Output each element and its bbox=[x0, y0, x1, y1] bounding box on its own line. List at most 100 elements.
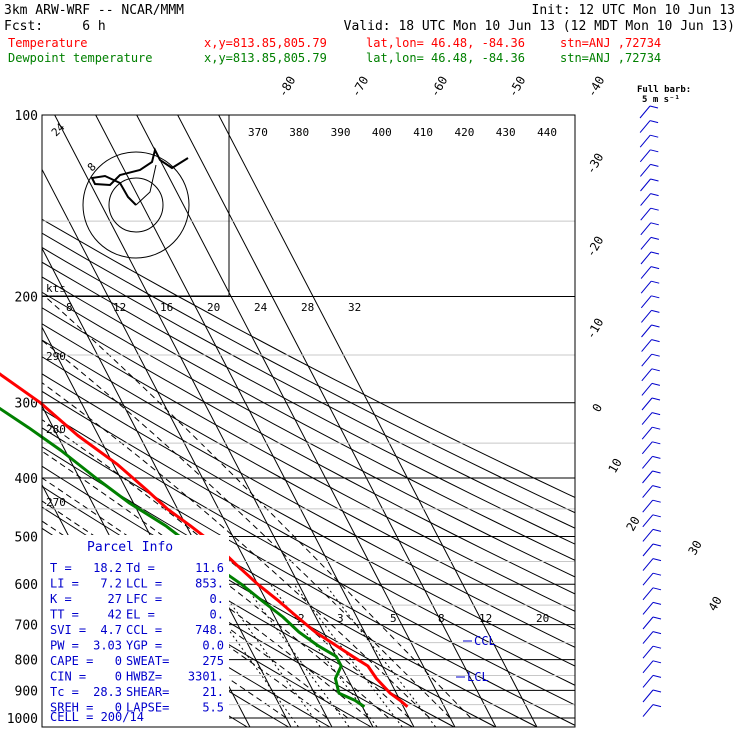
wind-barb-flag bbox=[652, 572, 662, 576]
wind-barb-staff bbox=[642, 675, 654, 688]
isotherm-label: 10 bbox=[605, 456, 624, 476]
wind-barb-flag bbox=[652, 470, 661, 474]
pressure-label-400: 400 bbox=[15, 472, 38, 487]
wind-barb-staff bbox=[641, 324, 652, 338]
wind-barb-flag bbox=[652, 631, 662, 635]
parcel-row-value2: 5.5 bbox=[202, 701, 224, 715]
wind-barb-staff bbox=[640, 266, 652, 279]
dry-adiabat bbox=[42, 291, 575, 578]
dry-adiabat bbox=[42, 408, 575, 706]
hodograph-ring-outer bbox=[82, 151, 190, 259]
parcel-row-value2: 0.0 bbox=[202, 639, 224, 653]
wind-barb-staff bbox=[642, 587, 654, 601]
wind-barb-staff bbox=[639, 134, 651, 148]
lcl-label: LCL bbox=[467, 670, 489, 684]
parcel-row-value: 7.2 bbox=[100, 577, 122, 591]
valid-time: Valid: 18 UTC Mon 10 Jun 13 (12 MDT Mon … bbox=[344, 19, 735, 34]
dry-adiabat bbox=[42, 307, 575, 595]
wind-barb-staff bbox=[640, 164, 651, 177]
wind-barb-staff bbox=[640, 222, 652, 236]
pressure-label-300: 300 bbox=[15, 397, 38, 412]
wind-barb-flag bbox=[651, 324, 660, 328]
isotherm-line bbox=[0, 115, 6, 731]
wind-barb-flag bbox=[652, 441, 661, 445]
theta-label: 370 bbox=[248, 126, 268, 139]
wind-barb-staff bbox=[642, 529, 654, 542]
theta-label: 430 bbox=[496, 126, 516, 139]
parcel-row-value: 28.3 bbox=[93, 685, 122, 699]
parcel-row-label2: LCL = bbox=[126, 577, 162, 591]
wind-barb-flag bbox=[652, 689, 662, 693]
isotherm-line bbox=[54, 115, 374, 727]
dry-adiabat bbox=[42, 276, 575, 561]
parcel-row-label: K = bbox=[50, 592, 72, 606]
parcel-row-value2: 21. bbox=[202, 685, 224, 699]
parcel-row-label2: Td = bbox=[126, 561, 155, 575]
isotherm-line bbox=[42, 247, 292, 727]
wind-barb-flag bbox=[650, 149, 659, 153]
dry-adiabat bbox=[42, 261, 575, 545]
hodograph-ring-inner bbox=[108, 177, 164, 233]
plot-frame bbox=[41, 114, 576, 728]
wind-barb-flag bbox=[649, 120, 659, 124]
parcel-row-label2: SWEAT= bbox=[126, 654, 169, 668]
parcel-info-box: Parcel Info T = 18.2 Td = 11.6 LI = 7.2 LCL = 8… bbox=[42, 535, 229, 727]
isotherm-label: -20 bbox=[583, 234, 606, 260]
pressure-label-100: 100 bbox=[15, 109, 38, 124]
wind-barb-staff bbox=[642, 543, 654, 557]
wind-barb-staff bbox=[642, 660, 654, 674]
wind-barb-staff bbox=[642, 485, 653, 498]
theta-side-label: 280 bbox=[46, 423, 66, 436]
wind-barb-staff bbox=[642, 602, 654, 615]
parcel-row-label2: YGP = bbox=[126, 639, 162, 653]
parcel-row-value2: 853. bbox=[195, 577, 224, 591]
level-markers: CCL LCL bbox=[456, 634, 496, 684]
wind-barb-staff bbox=[642, 689, 654, 703]
wind-barb-flag bbox=[652, 704, 662, 708]
wind-barb-staff bbox=[642, 514, 654, 528]
hodograph-scale-label: 24 bbox=[254, 301, 268, 314]
wind-barb-flag bbox=[650, 193, 659, 197]
mixing-ratio-label: 5 bbox=[390, 612, 397, 625]
isotherm-label: -60 bbox=[427, 74, 450, 100]
hodograph: kts 24 8 bbox=[41, 114, 230, 297]
dewpoint-station: stn=ANJ ,72734 bbox=[560, 51, 661, 65]
wind-barb-flag bbox=[650, 134, 659, 138]
wind-barb-flag bbox=[652, 426, 661, 430]
hodograph-scale-label: 8 bbox=[66, 301, 73, 314]
moist-adiabat bbox=[44, 296, 472, 719]
parcel-row-label: CAPE = bbox=[50, 654, 93, 668]
wind-barb-flag bbox=[651, 280, 660, 284]
dewpoint-trace bbox=[0, 406, 366, 709]
wind-barb-flag bbox=[650, 178, 659, 182]
wind-barb-staff bbox=[640, 178, 651, 192]
parcel-row-label: SREH = bbox=[50, 701, 93, 715]
isotherm-line bbox=[218, 115, 538, 727]
mixing-ratio-line bbox=[324, 583, 437, 727]
dry-adiabats bbox=[42, 218, 575, 727]
wind-barb-flag bbox=[652, 543, 662, 547]
isotherm-label: 40 bbox=[705, 594, 724, 614]
wind-barb-staff bbox=[641, 383, 653, 396]
full-barb-label: Full barb: bbox=[637, 85, 691, 95]
temperature-trace bbox=[0, 372, 409, 708]
mixing-ratio-line bbox=[293, 583, 403, 727]
theta-label: 380 bbox=[289, 126, 309, 139]
wind-barb-flag bbox=[652, 674, 662, 678]
wind-barb-staff bbox=[642, 456, 653, 469]
wind-barb-flag bbox=[650, 207, 659, 211]
hodograph-ring-label-outer: 24 bbox=[49, 120, 68, 139]
theta-label: 410 bbox=[413, 126, 433, 139]
wind-barb-staff bbox=[642, 616, 654, 630]
wind-barb-staff bbox=[641, 339, 652, 352]
wind-barb-flag bbox=[651, 339, 660, 343]
wind-barb-staff bbox=[640, 237, 652, 250]
temperature-latlon: lat,lon= 46.48, -84.36 bbox=[366, 36, 525, 50]
wind-barb-flag bbox=[650, 236, 660, 240]
forecast-hour: Fcst: 6 h bbox=[4, 19, 106, 34]
wind-barb-flag bbox=[651, 412, 661, 416]
temperature-xy: x,y=813.85,805.79 bbox=[204, 36, 327, 50]
dewpoint-legend-label: Dewpoint temperature bbox=[8, 51, 153, 65]
isotherm-line bbox=[42, 168, 333, 727]
